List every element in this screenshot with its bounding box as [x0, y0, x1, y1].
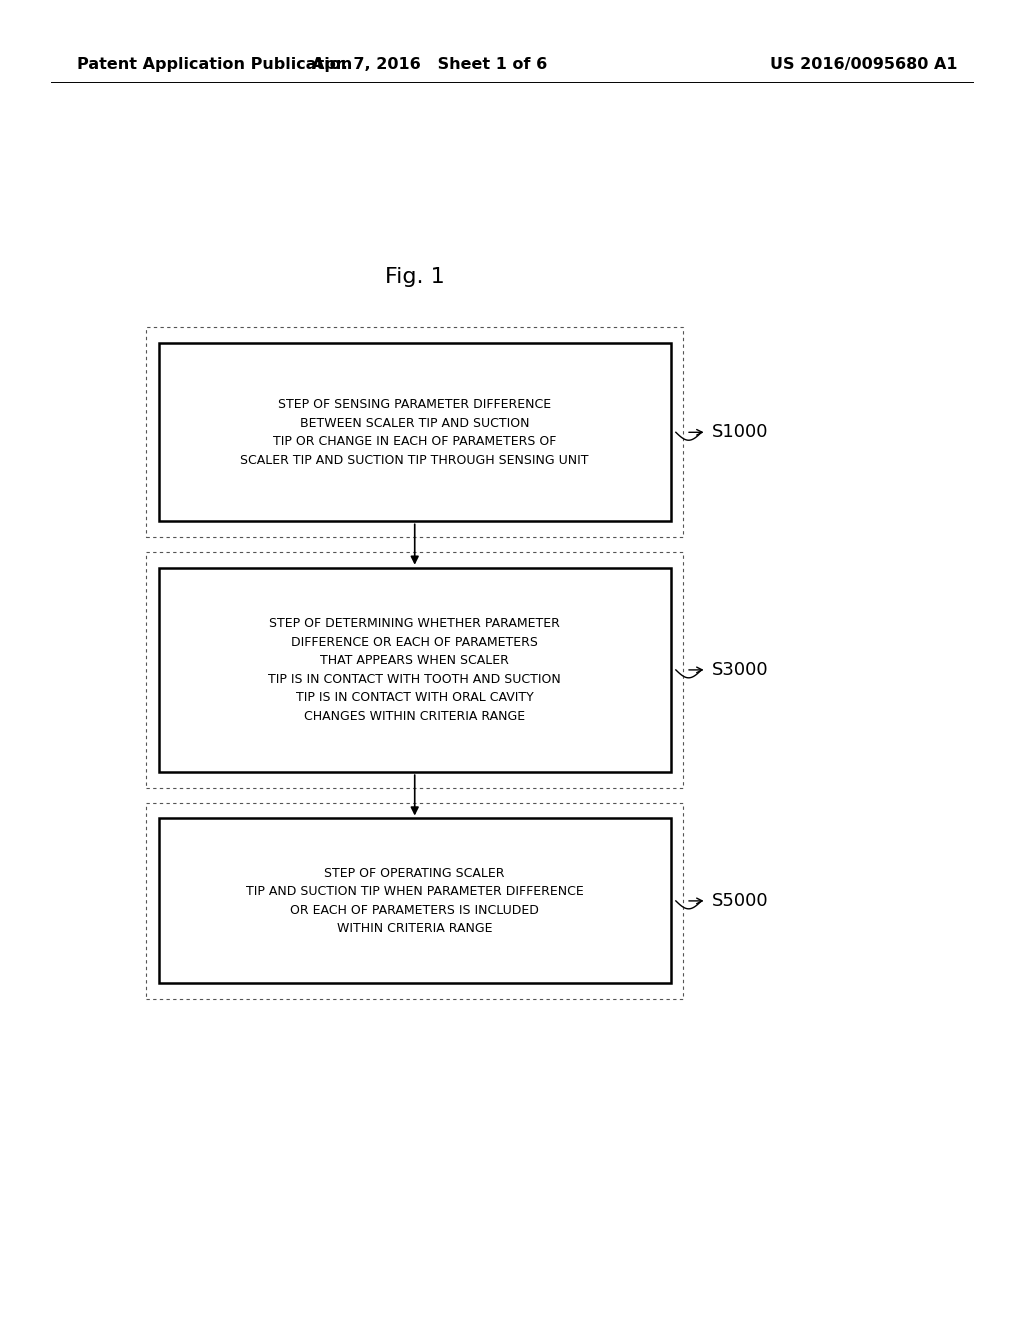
Bar — [146, 552, 683, 788]
Text: US 2016/0095680 A1: US 2016/0095680 A1 — [770, 57, 957, 73]
Text: Apr. 7, 2016   Sheet 1 of 6: Apr. 7, 2016 Sheet 1 of 6 — [312, 57, 548, 73]
Bar — [159, 343, 671, 521]
Text: STEP OF SENSING PARAMETER DIFFERENCE
BETWEEN SCALER TIP AND SUCTION
TIP OR CHANG: STEP OF SENSING PARAMETER DIFFERENCE BET… — [241, 399, 589, 466]
Text: S3000: S3000 — [712, 661, 768, 678]
Text: S1000: S1000 — [712, 424, 768, 441]
Bar — [146, 803, 683, 999]
Bar — [159, 568, 671, 772]
Text: Patent Application Publication: Patent Application Publication — [77, 57, 352, 73]
Text: S5000: S5000 — [712, 892, 768, 909]
Bar — [146, 327, 683, 537]
Bar — [159, 818, 671, 983]
Text: STEP OF DETERMINING WHETHER PARAMETER
DIFFERENCE OR EACH OF PARAMETERS
THAT APPE: STEP OF DETERMINING WHETHER PARAMETER DI… — [268, 618, 561, 722]
Text: STEP OF OPERATING SCALER
TIP AND SUCTION TIP WHEN PARAMETER DIFFERENCE
OR EACH O: STEP OF OPERATING SCALER TIP AND SUCTION… — [246, 867, 584, 935]
Text: Fig. 1: Fig. 1 — [385, 267, 444, 288]
